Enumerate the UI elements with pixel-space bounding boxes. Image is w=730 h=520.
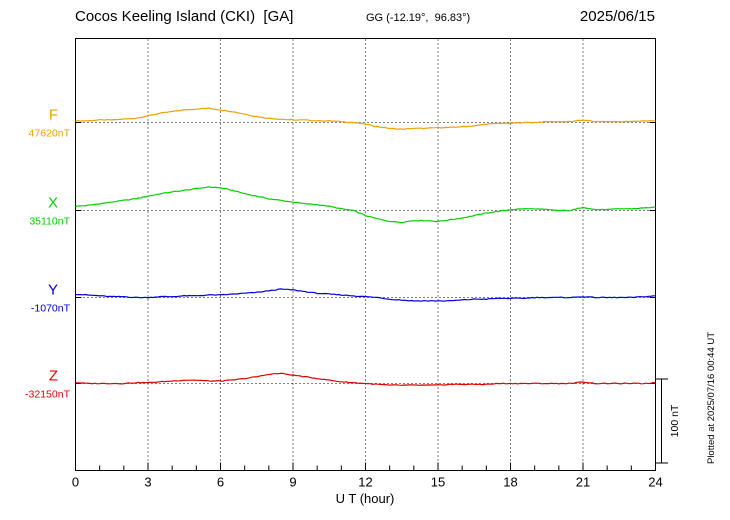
geo-coordinates: GG (-12.19°, 96.83°) <box>366 12 471 24</box>
x-tick-label: 3 <box>144 475 151 490</box>
trace-Z <box>75 372 656 386</box>
x-tick-label: 21 <box>576 475 590 490</box>
plotted-at-note: Plotted at 2025/07/16 00:44 UT <box>706 332 717 464</box>
plot-date: 2025/06/15 <box>579 8 655 25</box>
scale-bar-label: 100 nT <box>669 404 681 437</box>
x-axis-title: U T (hour) <box>335 491 395 506</box>
x-tick-label: 6 <box>217 475 224 490</box>
series-label-Y: Y <box>48 282 58 299</box>
trace-Y <box>75 288 656 302</box>
series-label-Z: Z <box>49 368 58 385</box>
x-tick-label: 24 <box>648 475 662 490</box>
series-label-F: F <box>49 107 58 124</box>
series-base-value-Y: -1070nT <box>31 303 71 315</box>
plot-frame <box>75 38 656 471</box>
trace-X <box>75 186 656 224</box>
trace-F <box>75 107 656 130</box>
series-label-X: X <box>48 195 58 212</box>
x-tick-label: 9 <box>289 475 296 490</box>
x-tick-label: 18 <box>503 475 517 490</box>
series-base-value-Z: -32150nT <box>25 389 71 401</box>
x-tick-label: 12 <box>358 475 372 490</box>
x-tick-label: 15 <box>431 475 445 490</box>
series-base-value-X: 35110nT <box>29 216 70 228</box>
x-tick-label: 0 <box>72 475 79 490</box>
station-title: Cocos Keeling Island (CKI) [GA] <box>75 8 294 25</box>
series-base-value-F: 47620nT <box>29 128 71 140</box>
